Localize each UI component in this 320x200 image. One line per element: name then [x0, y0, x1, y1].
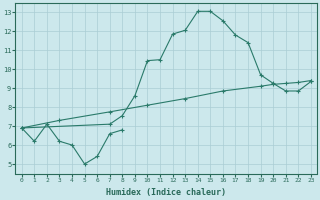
- X-axis label: Humidex (Indice chaleur): Humidex (Indice chaleur): [106, 188, 226, 197]
